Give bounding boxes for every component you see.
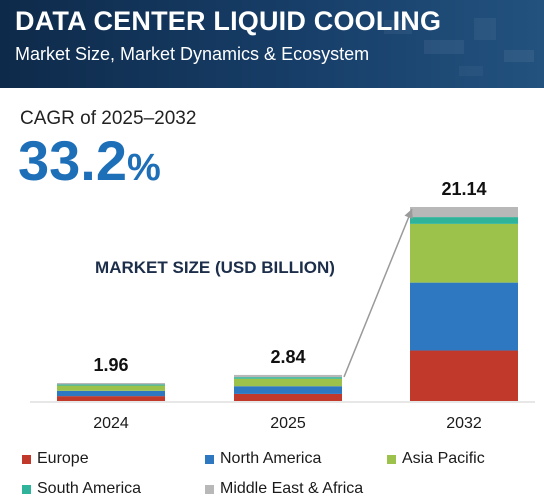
bar-segment-2025-north-america [234, 386, 342, 394]
bar-segment-2032-asia-pacific [410, 223, 518, 283]
legend-swatch-north-america [205, 454, 214, 464]
growth-arrow-line [343, 208, 413, 378]
legend-label-middle-east-africa: Middle East & Africa [220, 480, 364, 497]
bar-group [57, 207, 518, 401]
total-label-2032: 21.14 [441, 179, 486, 199]
cagr-number: 33.2 [18, 129, 127, 192]
x-tick-2025: 2025 [270, 415, 306, 432]
x-tick-2032: 2032 [446, 415, 482, 432]
legend-label-asia-pacific: Asia Pacific [402, 450, 485, 467]
bar-segment-2024-europe [57, 396, 165, 401]
bar-segment-2025-middle-east-africa [234, 374, 342, 378]
legend-label-north-america: North America [220, 450, 322, 467]
bar-segment-2032-middle-east-africa [410, 207, 518, 218]
cagr-unit: % [127, 147, 161, 189]
cagr-value: 33.2% [18, 130, 161, 199]
bar-segment-2024-asia-pacific [57, 385, 165, 391]
total-labels: 1.96 2.84 21.14 [93, 179, 486, 375]
growth-arrow [343, 208, 413, 378]
legend-item-south-america: South America [22, 480, 141, 498]
chart-title: MARKET SIZE (USD BILLION) [95, 258, 335, 277]
legend: Europe North America Asia Pacific South Ame… [0, 444, 544, 504]
bar-segment-2024-south-america [57, 384, 165, 386]
cagr-label: CAGR of 2025–2032 [20, 108, 197, 129]
bar-segment-2032-north-america [410, 282, 518, 351]
bar-segment-2025-south-america [234, 377, 342, 379]
total-label-2025: 2.84 [270, 347, 305, 367]
legend-label-south-america: South America [37, 480, 142, 497]
header-banner: DATA CENTER LIQUID COOLING Market Size, … [0, 0, 544, 88]
header-decoration [384, 18, 534, 76]
page-title: DATA CENTER LIQUID COOLING [15, 6, 442, 36]
bar-segment-2032-europe [410, 350, 518, 401]
legend-item-asia-pacific: Asia Pacific [387, 450, 485, 468]
bar-segment-2025-asia-pacific [234, 378, 342, 387]
legend-label-europe: Europe [37, 450, 89, 467]
legend-item-europe: Europe [22, 450, 89, 468]
legend-swatch-south-america [22, 484, 31, 494]
legend-swatch-middle-east-africa [205, 484, 214, 494]
bar-segment-2024-north-america [57, 390, 165, 397]
x-tick-2024: 2024 [93, 415, 129, 432]
bar-segment-2025-europe [234, 393, 342, 401]
bar-segment-2032-south-america [410, 217, 518, 224]
legend-item-north-america: North America [205, 450, 321, 468]
legend-swatch-asia-pacific [387, 454, 396, 464]
total-label-2024: 1.96 [93, 355, 128, 375]
growth-arrow-head [404, 209, 413, 220]
legend-swatch-europe [22, 454, 31, 464]
page-subtitle: Market Size, Market Dynamics & Ecosystem [15, 44, 370, 64]
legend-item-middle-east-africa: Middle East & Africa [205, 480, 363, 498]
bar-segment-2024-middle-east-africa [57, 383, 165, 385]
x-tick-labels: 2024 2025 2032 [93, 415, 482, 432]
